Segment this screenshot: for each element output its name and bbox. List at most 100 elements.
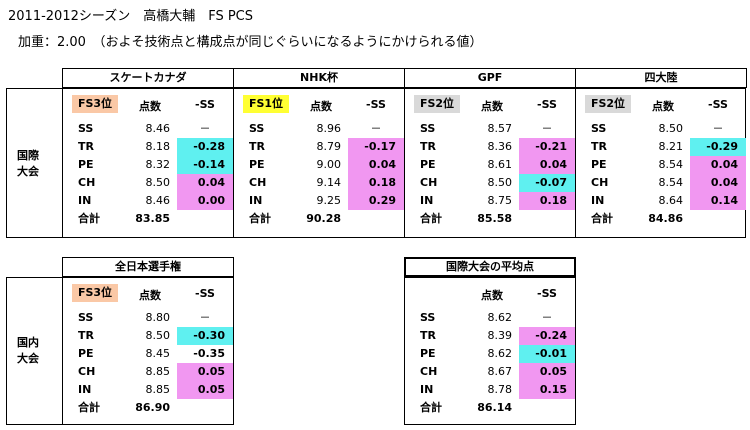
comp-3-score-tr: 8.36 — [487, 140, 513, 153]
comp-4-score-in: 8.64 — [658, 194, 684, 207]
average-label-tr: TR — [420, 329, 436, 342]
average-diff-tr: -0.24 — [519, 327, 575, 345]
dom-region-label: 国内 大会 — [17, 336, 39, 365]
comp-2-label-ss: SS — [249, 122, 265, 135]
comp-4-diff-in: 0.14 — [690, 192, 746, 210]
national-score-ss: 8.80 — [145, 311, 171, 324]
page-subtitle: 加重：2.00 （およそ技術点と構成点が同じぐらいになるようにかけられる値） — [18, 35, 483, 50]
comp-3-diff-ss: － — [541, 122, 553, 135]
comp-4-score-ch: 8.54 — [658, 176, 684, 189]
comp-4-label-in: IN — [591, 194, 605, 207]
comp-1-diff-tr: -0.28 — [177, 138, 233, 156]
comp-2-score-tr: 8.79 — [316, 140, 342, 153]
comp-1-label-ch: CH — [78, 176, 96, 189]
average-score-ss: 8.62 — [487, 311, 513, 324]
comp-2-diff-pe: 0.04 — [348, 156, 404, 174]
comp-1-rank-badge: FS3位 — [72, 95, 118, 113]
comp-1-score-ch: 8.50 — [145, 176, 171, 189]
comp-1-score-pe: 8.32 — [145, 158, 171, 171]
average-diff-pe: -0.01 — [519, 345, 575, 363]
average-header: 国際大会の平均点 — [404, 257, 576, 277]
comp-1-total: 83.85 — [135, 212, 170, 225]
intl-col-divider — [575, 88, 576, 238]
comp-4-label-pe: PE — [591, 158, 607, 171]
comp-1-score-ss: 8.46 — [145, 122, 171, 135]
comp-4-col-diff: -SS — [708, 98, 728, 111]
comp-2-col-score: 点数 — [310, 100, 332, 113]
comp-2-score-ss: 8.96 — [316, 122, 342, 135]
comp-3-diff-pe: 0.04 — [519, 156, 575, 174]
comp-2-col-diff: -SS — [366, 98, 386, 111]
average-col-diff: -SS — [537, 287, 557, 300]
national-header: 全日本選手権 — [62, 257, 234, 277]
comp-4-total: 84.86 — [648, 212, 683, 225]
average-label-ch: CH — [420, 365, 438, 378]
comp-2-diff-tr: -0.17 — [348, 138, 404, 156]
comp-3-label-ss: SS — [420, 122, 436, 135]
national-rank-badge: FS3位 — [72, 284, 118, 302]
average-score-pe: 8.62 — [487, 347, 513, 360]
comp-3-label-ch: CH — [420, 176, 438, 189]
comp-1-col-score: 点数 — [139, 100, 161, 113]
national-total: 86.90 — [135, 401, 170, 414]
average-col-score: 点数 — [481, 289, 503, 302]
comp-1-diff-in: 0.00 — [177, 192, 233, 210]
average-diff-ss: － — [541, 311, 553, 324]
comp-2-rank-badge: FS1位 — [243, 95, 289, 113]
comp-1-label-in: IN — [78, 194, 92, 207]
average-score-tr: 8.39 — [487, 329, 513, 342]
comp-3-score-ch: 8.50 — [487, 176, 513, 189]
comp-3-score-ss: 8.57 — [487, 122, 513, 135]
comp-3-col-score: 点数 — [481, 100, 503, 113]
national-label-total: 合計 — [78, 401, 100, 414]
comp-4-diff-ch: 0.04 — [690, 174, 746, 192]
national-diff-ss: － — [199, 311, 211, 324]
comp-1-label-total: 合計 — [78, 212, 100, 225]
dom-col-divider — [62, 277, 63, 425]
comp-1-diff-ch: 0.04 — [177, 174, 233, 192]
dom-table-border — [6, 277, 234, 425]
comp-2-label-in: IN — [249, 194, 263, 207]
comp-4-col-score: 点数 — [652, 100, 674, 113]
average-score-in: 8.78 — [487, 383, 513, 396]
comp-1-score-tr: 8.18 — [145, 140, 171, 153]
comp-1-diff-pe: -0.14 — [177, 156, 233, 174]
comp-4-diff-pe: 0.04 — [690, 156, 746, 174]
comp-2-total: 90.28 — [306, 212, 341, 225]
comp-1-score-in: 8.46 — [145, 194, 171, 207]
comp-3-label-in: IN — [420, 194, 434, 207]
average-label-pe: PE — [420, 347, 436, 360]
national-diff-in: 0.05 — [177, 381, 233, 399]
comp-1-diff-ss: － — [199, 122, 211, 135]
comp-2-label-tr: TR — [249, 140, 265, 153]
comp-2-header: NHK杯 — [233, 68, 405, 88]
comp-3-diff-in: 0.18 — [519, 192, 575, 210]
page-title: 2011-2012シーズン 高橋大輔 FS PCS — [8, 9, 254, 24]
comp-4-diff-tr: -0.29 — [690, 138, 746, 156]
national-diff-ch: 0.05 — [177, 363, 233, 381]
comp-4-label-tr: TR — [591, 140, 607, 153]
comp-3-header: GPF — [404, 68, 576, 88]
average-diff-in: 0.15 — [519, 381, 575, 399]
comp-3-col-diff: -SS — [537, 98, 557, 111]
comp-2-score-pe: 9.00 — [316, 158, 342, 171]
comp-1-label-ss: SS — [78, 122, 94, 135]
comp-2-diff-in: 0.29 — [348, 192, 404, 210]
comp-2-label-ch: CH — [249, 176, 267, 189]
comp-4-label-total: 合計 — [591, 212, 613, 225]
national-label-in: IN — [78, 383, 92, 396]
comp-2-diff-ch: 0.18 — [348, 174, 404, 192]
comp-2-score-in: 9.25 — [316, 194, 342, 207]
intl-col-divider — [404, 88, 405, 238]
comp-4-header: 四大陸 — [575, 68, 747, 88]
comp-2-score-ch: 9.14 — [316, 176, 342, 189]
comp-3-total: 85.58 — [477, 212, 512, 225]
national-score-ch: 8.85 — [145, 365, 171, 378]
average-label-in: IN — [420, 383, 434, 396]
national-col-diff: -SS — [195, 287, 215, 300]
comp-4-diff-ss: － — [712, 122, 724, 135]
national-label-ss: SS — [78, 311, 94, 324]
average-table-border — [404, 277, 576, 425]
comp-3-label-total: 合計 — [420, 212, 442, 225]
national-col-score: 点数 — [139, 289, 161, 302]
